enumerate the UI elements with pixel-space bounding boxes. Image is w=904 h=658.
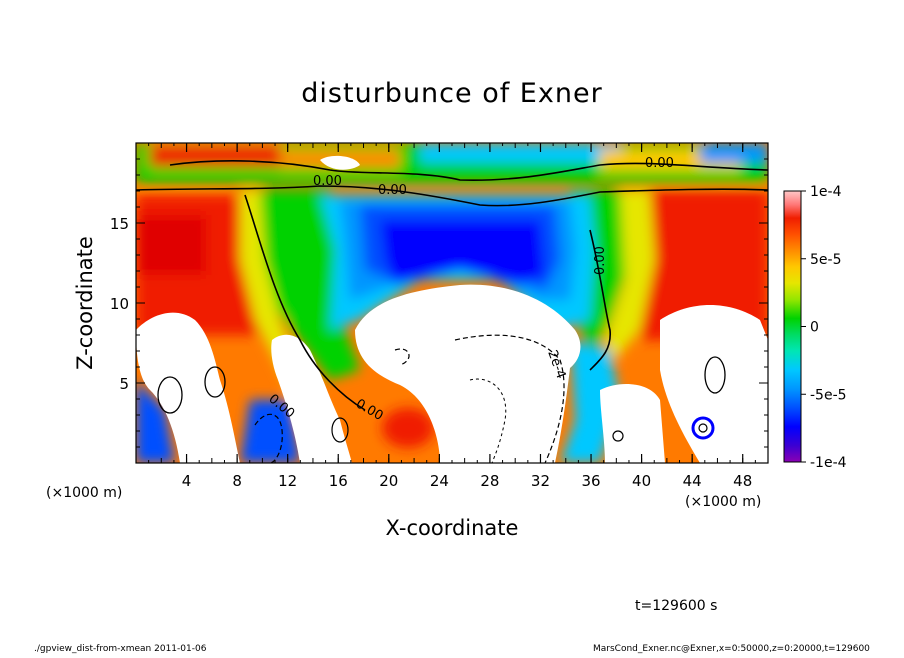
white-region-left [136,312,240,463]
colorbar-tick-label: -1e-4 [810,455,847,471]
x-tick-label: 48 [733,472,752,490]
x-tick-label: 36 [581,472,600,490]
colorbar-tick-label: 5e-5 [810,252,841,268]
x-tick-label: 32 [531,472,550,490]
y-tick-label: 5 [119,375,129,393]
y-tick-label: 10 [110,295,129,313]
time-label: t=129600 s [635,598,717,614]
white-region-center [355,284,581,463]
x-unit-label: (×1000 m) [685,494,761,510]
x-axis: 4 8 12 16 20 24 28 32 36 40 44 48 [135,143,769,490]
contour-label: 0.00 [378,183,407,198]
x-tick-label: 12 [278,472,297,490]
x-tick-label: 40 [632,472,651,490]
contour-label: 0.00 [593,246,608,275]
colorbar-tick-label: 1e-4 [810,184,842,200]
footer-left: ./gpview_dist-from-xmean 2011-01-06 [34,644,207,654]
colorbar-gradient [783,190,802,463]
x-axis-title: X-coordinate [386,516,519,540]
footer-right: MarsCond_Exner.nc@Exner,x=0:50000,z=0:20… [593,644,870,654]
x-tick-label: 16 [329,472,348,490]
x-tick-label: 20 [379,472,398,490]
y-tick-label: 15 [110,215,129,233]
y-axis-title: Z-coordinate [73,236,97,370]
chart-title: disturbunce of Exner [301,78,602,109]
x-tick-label: 28 [480,472,499,490]
contour-label: 0.00 [645,156,674,171]
x-tick-label: 24 [430,472,449,490]
y-unit-label: (×1000 m) [46,485,122,501]
x-tick-label: 8 [232,472,242,490]
colorbar-tick-label: 0 [810,320,819,336]
y-axis: 5 10 15 [110,142,768,464]
heatmap-field [136,143,768,463]
x-tick-label: 4 [182,472,192,490]
colorbar: 1e-4 5e-5 0 -5e-5 -1e-4 [783,184,847,471]
contour-label: 0.00 [313,174,342,189]
x-tick-label: 44 [683,472,702,490]
colorbar-tick-label: -5e-5 [810,387,847,403]
